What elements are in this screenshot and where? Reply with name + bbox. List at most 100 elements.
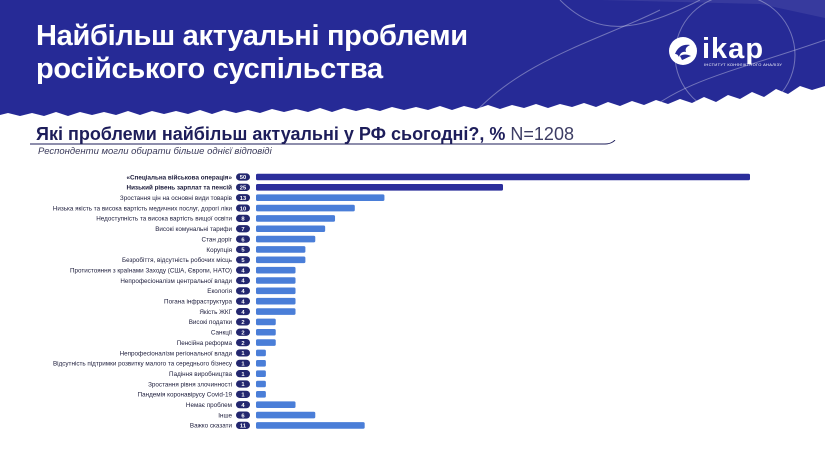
value-label: 8	[241, 217, 245, 223]
bar	[256, 287, 296, 295]
title-line-1: Найбільш актуальні проблеми	[36, 20, 468, 52]
category-label: Падіння виробництва	[169, 370, 232, 378]
value-label: 7	[241, 227, 244, 233]
bar	[256, 328, 276, 336]
value-badge	[236, 194, 250, 202]
logo-text: ikap	[702, 33, 765, 65]
bar	[256, 235, 316, 243]
value-label: 6	[241, 413, 245, 419]
value-label: 10	[240, 206, 246, 212]
dove-icon	[669, 37, 697, 65]
bar	[256, 380, 266, 388]
value-label: 50	[240, 175, 246, 181]
category-label: Пенсійна реформа	[177, 339, 233, 347]
value-label: 1	[241, 382, 245, 388]
category-label: Важко сказати	[190, 423, 233, 430]
category-label: Відсутність підтримки розвитку малого та…	[53, 360, 233, 368]
bar	[256, 266, 296, 274]
bar	[256, 204, 355, 212]
value-badge	[236, 401, 250, 409]
sample-size: N=1208	[510, 124, 574, 144]
value-badge	[236, 307, 250, 316]
bar	[256, 256, 306, 264]
bar	[256, 401, 296, 408]
category-label: Погана інфраструктура	[164, 298, 232, 306]
value-badge	[236, 297, 250, 305]
value-badge	[236, 421, 250, 429]
value-label: 6	[241, 237, 245, 243]
category-label: Стан доріг	[202, 235, 233, 243]
bar	[256, 349, 266, 357]
bar	[256, 246, 306, 253]
value-badge	[236, 204, 250, 212]
category-label: «Спеціальна військова операція»	[126, 173, 232, 181]
category-label: Безробіття, відсутність робочих місць	[122, 256, 233, 264]
logo-subtitle: ІНСТИТУТ КОНФЛІКТНОГО АНАЛІЗУ	[704, 62, 783, 67]
category-label: Низький рівень зарплат та пенсій	[127, 184, 233, 192]
category-label: Низька якість та висока вартість медични…	[53, 204, 233, 212]
category-label: Зростання рівня злочинності	[148, 380, 232, 388]
value-badge	[236, 276, 250, 285]
value-badge	[236, 183, 250, 191]
category-label: Якість ЖКГ	[199, 308, 232, 316]
question-underline	[30, 140, 616, 145]
value-badge	[236, 266, 250, 274]
value-badge	[236, 380, 250, 388]
value-badge	[236, 390, 250, 398]
value-label: 25	[240, 186, 247, 192]
category-label: Протистояння з країнами Заходу (США, Євр…	[70, 267, 232, 274]
bar	[256, 173, 750, 181]
value-badge	[236, 225, 250, 233]
category-label: Екологія	[207, 287, 232, 295]
value-label: 5	[241, 248, 245, 254]
value-label: 4	[241, 403, 245, 409]
page-title: Найбільш актуальні проблеми російського …	[36, 20, 468, 86]
value-label: 1	[241, 362, 245, 368]
bar	[256, 339, 276, 346]
bar	[256, 277, 296, 284]
category-label: Інше	[218, 412, 232, 419]
value-badge	[236, 235, 250, 243]
chart-note: Респонденти могли обирати більше однієї …	[38, 146, 272, 157]
bar	[256, 370, 266, 377]
value-badge	[236, 328, 250, 336]
header-banner: Найбільш актуальні проблеми російського …	[0, 0, 825, 118]
header-background	[0, 0, 825, 118]
value-label: 2	[241, 341, 244, 347]
category-label: Зростання цін на основні види товарів	[120, 194, 233, 202]
bar-chart: «Спеціальна військова операція» 50 Низький…	[53, 173, 750, 430]
category-label: Непрофесіоналізм регіональної влади	[120, 349, 233, 357]
value-label: 4	[241, 310, 245, 316]
value-badge	[236, 359, 250, 367]
value-label: 2	[241, 330, 244, 336]
value-badge	[236, 370, 250, 378]
value-label: 11	[240, 424, 247, 430]
value-label: 13	[240, 196, 247, 202]
value-badge	[236, 339, 250, 347]
value-badge	[236, 411, 250, 419]
bar	[256, 308, 296, 315]
value-label: 4	[241, 279, 245, 285]
value-label: 2	[241, 320, 244, 326]
bar	[256, 184, 503, 191]
bar	[256, 422, 365, 429]
category-label: Санкції	[211, 329, 232, 337]
value-badge	[236, 214, 250, 222]
category-label: Недоступність та висока вартість вищої о…	[96, 215, 232, 223]
bar	[256, 318, 276, 326]
value-badge	[236, 173, 250, 181]
value-label: 4	[241, 268, 245, 274]
value-badge	[236, 256, 250, 264]
bar	[256, 194, 385, 201]
value-label: 1	[241, 351, 245, 357]
bar	[256, 297, 296, 305]
chart-question: Які проблеми найбільш актуальні у РФ сьо…	[36, 122, 574, 146]
bar	[256, 225, 326, 233]
value-label: 4	[241, 299, 245, 305]
value-label: 5	[241, 258, 245, 264]
question-text: Які проблеми найбільш актуальні у РФ сьо…	[36, 124, 506, 144]
value-label: 4	[241, 289, 245, 295]
category-label: Непрофесіоналізм центральної влади	[120, 277, 232, 285]
ikap-logo: ikap ІНСТИТУТ КОНФЛІКТНОГО АНАЛІЗУ	[668, 34, 788, 74]
bar	[256, 215, 336, 222]
